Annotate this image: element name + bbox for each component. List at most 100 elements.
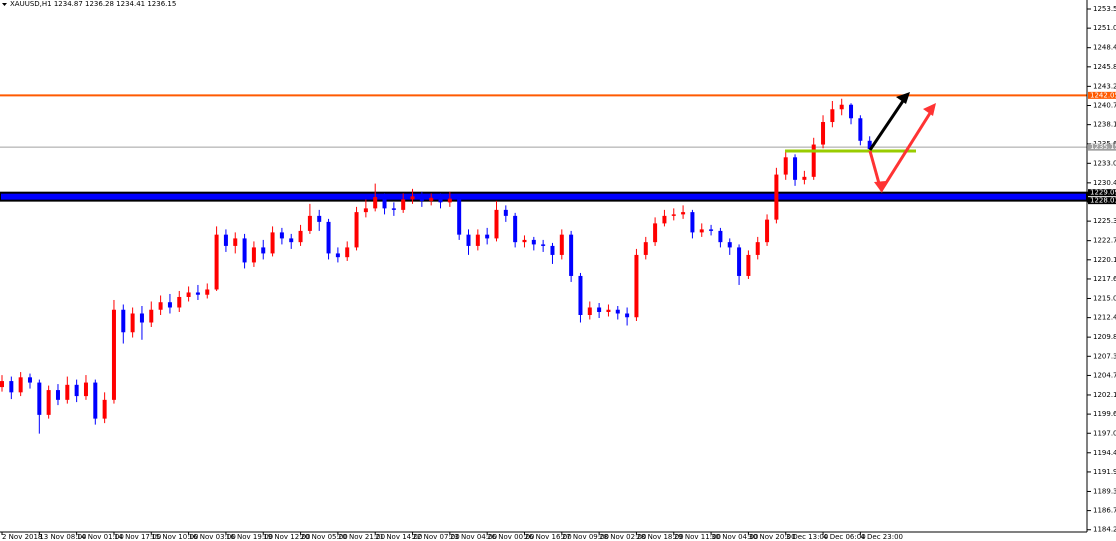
candle-body [699, 229, 704, 233]
arrow-red-path [868, 103, 936, 193]
x-tick-label: 4 Dec 23:00 [860, 533, 903, 541]
candle-body [111, 309, 116, 400]
y-tick-label: 1194.45 [1093, 449, 1116, 457]
chart-title: XAUUSD,H1 1234.87 1236.28 1234.41 1236.1… [10, 0, 176, 8]
x-tick-label: 30 Nov 04:00 [711, 533, 758, 541]
y-tick-label: 1251.00 [1093, 24, 1116, 32]
candle-body [9, 381, 14, 393]
candle-body [494, 209, 499, 239]
x-tick-label: 30 Nov 20:00 [748, 533, 795, 541]
y-tick-label: 1233.00 [1093, 159, 1116, 167]
level-label: 1228.03 [1090, 197, 1116, 205]
candle-body [531, 239, 536, 245]
level-label: 1235.15 [1090, 143, 1116, 151]
candle-body [205, 289, 210, 295]
candle-body [653, 223, 658, 243]
y-tick-label: 1184.20 [1093, 526, 1116, 534]
candle-body [830, 109, 835, 123]
candle-body [671, 214, 676, 216]
y-tick-label: 1253.55 [1093, 5, 1116, 13]
y-tick-label: 1197.05 [1093, 429, 1116, 437]
candle-body [186, 292, 191, 297]
candle-body [522, 239, 527, 243]
y-tick-label: 1191.90 [1093, 468, 1116, 476]
candle-body [615, 309, 620, 314]
y-tick-label: 1207.30 [1093, 352, 1116, 360]
candle-body [391, 208, 396, 210]
level-tag [1088, 143, 1116, 151]
candle-body [513, 215, 518, 243]
candle-body [335, 253, 340, 258]
candle-body [373, 197, 378, 209]
candle-body [354, 212, 359, 248]
candle-body [139, 313, 144, 323]
candle-body [811, 144, 816, 177]
arrow-up-black [868, 92, 910, 151]
y-tick-label: 1215.00 [1093, 294, 1116, 302]
candle-body [298, 230, 303, 243]
candle-body [737, 247, 742, 276]
candle-body [867, 140, 872, 150]
candle-body [242, 238, 247, 263]
x-tick-label: 23 Nov 04:00 [450, 533, 497, 541]
candle-body [438, 197, 443, 203]
y-tick-label: 1189.30 [1093, 487, 1116, 495]
candle-body [233, 238, 238, 246]
candle-body [83, 382, 88, 397]
candle-body [167, 302, 172, 308]
candle-body [681, 212, 686, 215]
x-tick-label: 14 Nov 01:00 [77, 533, 124, 541]
x-tick-label: 16 Nov 19:00 [226, 533, 273, 541]
candle-body [578, 275, 583, 315]
x-tick-label: 28 Nov 18:00 [636, 533, 683, 541]
candle-body [503, 209, 508, 216]
y-tick-label: 1238.15 [1093, 121, 1116, 129]
candle-body [597, 307, 602, 312]
candle-layer [0, 98, 872, 434]
candle-body [401, 199, 406, 210]
candle-body [382, 197, 387, 209]
y-tick-label: 1248.40 [1093, 44, 1116, 52]
candle-body [746, 254, 751, 276]
candle-body [55, 390, 60, 400]
x-tick-label: 20 Nov 05:00 [301, 533, 348, 541]
candle-body [550, 245, 555, 255]
candle-body [858, 118, 863, 141]
candle-body [121, 309, 126, 333]
x-tick-label: 29 Nov 11:00 [674, 533, 721, 541]
x-tick-label: 4 Dec 06:00 [823, 533, 866, 541]
level-label: 1229.09 [1090, 189, 1116, 197]
symbol-marker [2, 3, 7, 6]
y-tick-label: 1199.60 [1093, 410, 1116, 418]
y-tick-label: 1220.15 [1093, 256, 1116, 264]
candle-body [214, 234, 219, 290]
y-tick-label: 1204.75 [1093, 371, 1116, 379]
candle-body [466, 234, 471, 246]
y-tick-label: 1212.45 [1093, 314, 1116, 322]
candle-body [541, 244, 546, 246]
candle-body [345, 247, 350, 258]
candle-body [74, 384, 79, 397]
level-tag [1088, 197, 1116, 205]
y-tick-label: 1209.85 [1093, 333, 1116, 341]
candle-body [849, 104, 854, 119]
candle-body [587, 307, 592, 315]
candle-body [27, 377, 32, 383]
zone-band [0, 191, 1088, 202]
y-tick-label: 1243.25 [1093, 82, 1116, 90]
candle-body [569, 234, 574, 276]
candle-body [195, 292, 200, 295]
y-tick-label: 1222.70 [1093, 237, 1116, 245]
x-tick-label: 14 Nov 17:00 [114, 533, 161, 541]
x-tick-label: 3 Dec 13:00 [786, 533, 829, 541]
level-label: 1242.05 [1090, 91, 1116, 99]
candle-body [755, 242, 760, 255]
candle-body [783, 157, 788, 175]
x-tick-label: 26 Nov 00:00 [487, 533, 534, 541]
y-tick-label: 1217.60 [1093, 275, 1116, 283]
candle-body [429, 197, 434, 201]
candle-body [690, 212, 695, 233]
candle-body [223, 234, 228, 246]
y-tick-label: 1186.75 [1093, 507, 1116, 515]
